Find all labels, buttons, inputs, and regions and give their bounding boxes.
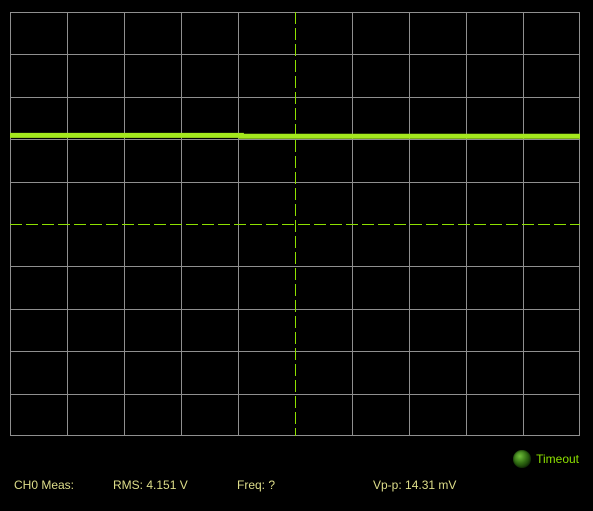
timeout-label: Timeout: [536, 452, 579, 466]
rms-readout: RMS: 4.151 V: [113, 478, 188, 492]
timeout-indicator: Timeout: [513, 449, 579, 469]
freq-readout: Freq: ?: [237, 478, 276, 492]
status-led-icon: [513, 450, 532, 468]
vpp-readout: Vp-p: 14.31 mV: [373, 478, 457, 492]
measurement-bar: CH0 Meas: RMS: 4.151 V Freq: ? Vp-p: 14.…: [0, 477, 593, 495]
signal-trace-0: [10, 132, 580, 139]
channel-meas-label: CH0 Meas:: [14, 478, 75, 492]
scope-display[interactable]: [10, 12, 580, 436]
scope-traces: [10, 132, 580, 139]
scope-center-axes: [10, 12, 580, 436]
